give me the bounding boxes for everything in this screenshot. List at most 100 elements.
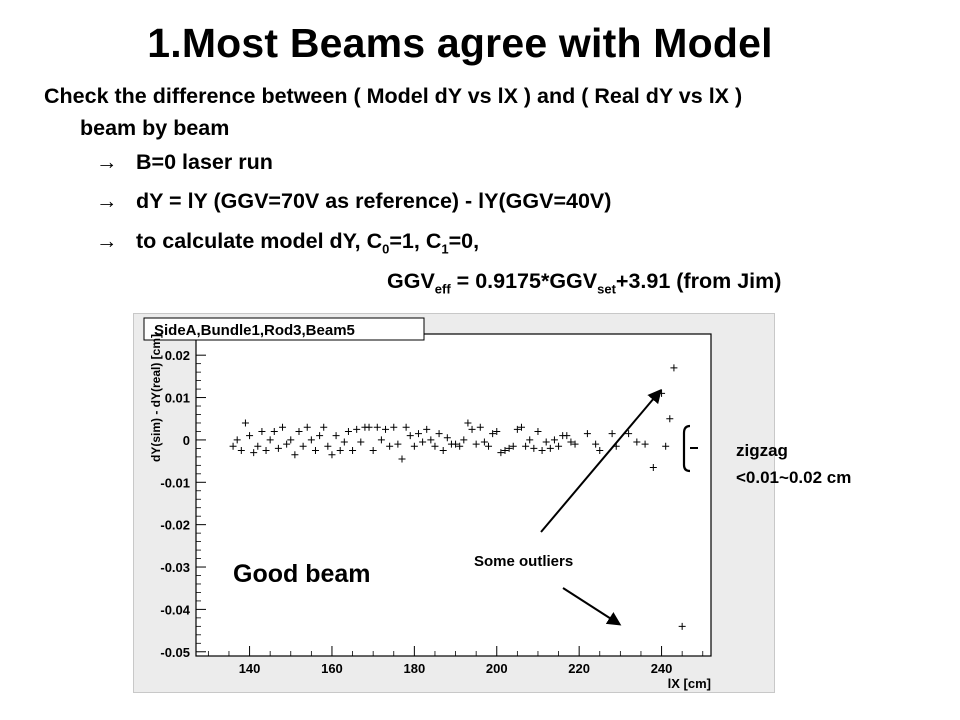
data-point xyxy=(365,423,373,431)
data-point xyxy=(340,438,348,446)
zigzag-range-label: <0.01~0.02 cm xyxy=(736,468,852,487)
data-point xyxy=(423,425,431,433)
bullet-3-mid: =1, C xyxy=(389,229,442,253)
data-point xyxy=(386,442,394,450)
data-point xyxy=(382,425,390,433)
data-point xyxy=(410,442,418,450)
data-point xyxy=(398,455,406,463)
data-point xyxy=(670,364,678,372)
data-point xyxy=(468,425,476,433)
data-point xyxy=(328,451,336,459)
data-point xyxy=(299,442,307,450)
y-tick-label: -0.05 xyxy=(160,645,190,660)
data-point xyxy=(435,430,443,438)
data-point xyxy=(311,447,319,455)
data-point xyxy=(332,432,340,440)
data-point xyxy=(485,442,493,450)
data-point xyxy=(406,432,414,440)
scatter-chart: SideA,Bundle1,Rod3,Beam5 0.02 0.01 0 -0.01 -0… xyxy=(143,317,712,691)
data-point xyxy=(266,436,274,444)
data-point xyxy=(489,430,497,438)
c0-subscript: 0 xyxy=(382,241,390,257)
data-point xyxy=(287,436,295,444)
data-point xyxy=(390,423,398,431)
y-tick-label: -0.01 xyxy=(160,475,190,490)
x-tick-label: 200 xyxy=(486,661,508,676)
ggv-formula: GGVeff = 0.9175*GGVset+3.91 (from Jim) xyxy=(387,269,781,296)
bullet-3-text: to calculate model dY, C xyxy=(136,229,383,253)
data-point xyxy=(233,436,241,444)
x-tick-label: 220 xyxy=(568,661,590,676)
set-subscript: set xyxy=(597,281,616,297)
data-point xyxy=(526,436,534,444)
data-point xyxy=(439,447,447,455)
data-point xyxy=(357,438,365,446)
data-point xyxy=(336,447,344,455)
bullet-2-text: dY = lY (GGV=70V as reference) - lY(GGV=… xyxy=(136,189,612,213)
y-tick-label: 0 xyxy=(183,433,190,448)
data-point xyxy=(427,436,435,444)
data-point xyxy=(530,444,538,452)
data-point xyxy=(513,425,521,433)
data-point xyxy=(414,430,422,438)
c1-subscript: 1 xyxy=(441,241,449,257)
data-point xyxy=(250,449,258,457)
intro-line-1: Check the difference between ( Model dY … xyxy=(44,84,743,108)
data-point xyxy=(353,425,361,433)
data-point xyxy=(493,427,501,435)
plot-canvas: SideA,Bundle1,Rod3,Beam5 0.02 0.01 0 -0.01 -0… xyxy=(133,313,775,693)
data-point xyxy=(241,419,249,427)
data-point xyxy=(662,442,670,450)
data-point xyxy=(303,423,311,431)
data-point xyxy=(344,427,352,435)
data-point xyxy=(316,432,324,440)
x-tick-label: 180 xyxy=(404,661,426,676)
arrow-right-icon: → xyxy=(96,150,118,174)
bullet-3-end: =0, xyxy=(448,229,480,253)
data-point xyxy=(369,447,377,455)
data-point xyxy=(229,442,237,450)
data-point xyxy=(320,423,328,431)
data-point xyxy=(373,423,381,431)
data-point xyxy=(307,436,315,444)
bullet-1-text: B=0 laser run xyxy=(136,150,273,174)
x-tick-label: 160 xyxy=(321,661,343,676)
y-tick-label: 0.01 xyxy=(165,391,190,406)
y-tick-label: -0.04 xyxy=(160,602,190,617)
data-point xyxy=(666,415,674,423)
y-tick-label: -0.03 xyxy=(160,560,190,575)
some-outliers-label: Some outliers xyxy=(474,553,574,570)
data-point xyxy=(246,432,254,440)
data-point xyxy=(456,442,464,450)
intro-line-2: beam by beam xyxy=(80,116,230,140)
data-point xyxy=(505,444,513,452)
data-point xyxy=(349,447,357,455)
data-point xyxy=(678,622,686,630)
data-point xyxy=(497,449,505,457)
data-point xyxy=(291,451,299,459)
formula-part-a: GGV xyxy=(387,269,435,293)
data-point xyxy=(402,423,410,431)
data-point xyxy=(419,438,427,446)
data-point xyxy=(452,440,460,448)
plot-area xyxy=(195,333,712,657)
y-axis-label: dY(sim) - dY(real) [cm] xyxy=(149,334,163,462)
data-point xyxy=(324,442,332,450)
data-point xyxy=(237,447,245,455)
data-point xyxy=(476,423,484,431)
x-tick-label: 140 xyxy=(239,661,261,676)
data-point xyxy=(501,447,509,455)
data-point xyxy=(464,419,472,427)
good-beam-label: Good beam xyxy=(233,560,371,588)
y-tick-label: 0.02 xyxy=(165,348,190,363)
formula-part-c: +3.91 (from Jim) xyxy=(615,269,782,293)
data-point xyxy=(295,427,303,435)
slide-title: 1.Most Beams agree with Model xyxy=(147,20,773,66)
data-point xyxy=(377,436,385,444)
intro-text: Check the difference between ( Model dY … xyxy=(44,80,742,144)
data-point xyxy=(431,442,439,450)
data-point xyxy=(522,442,530,450)
data-point xyxy=(509,442,517,450)
data-point xyxy=(254,442,262,450)
x-tick-label: 240 xyxy=(651,661,673,676)
